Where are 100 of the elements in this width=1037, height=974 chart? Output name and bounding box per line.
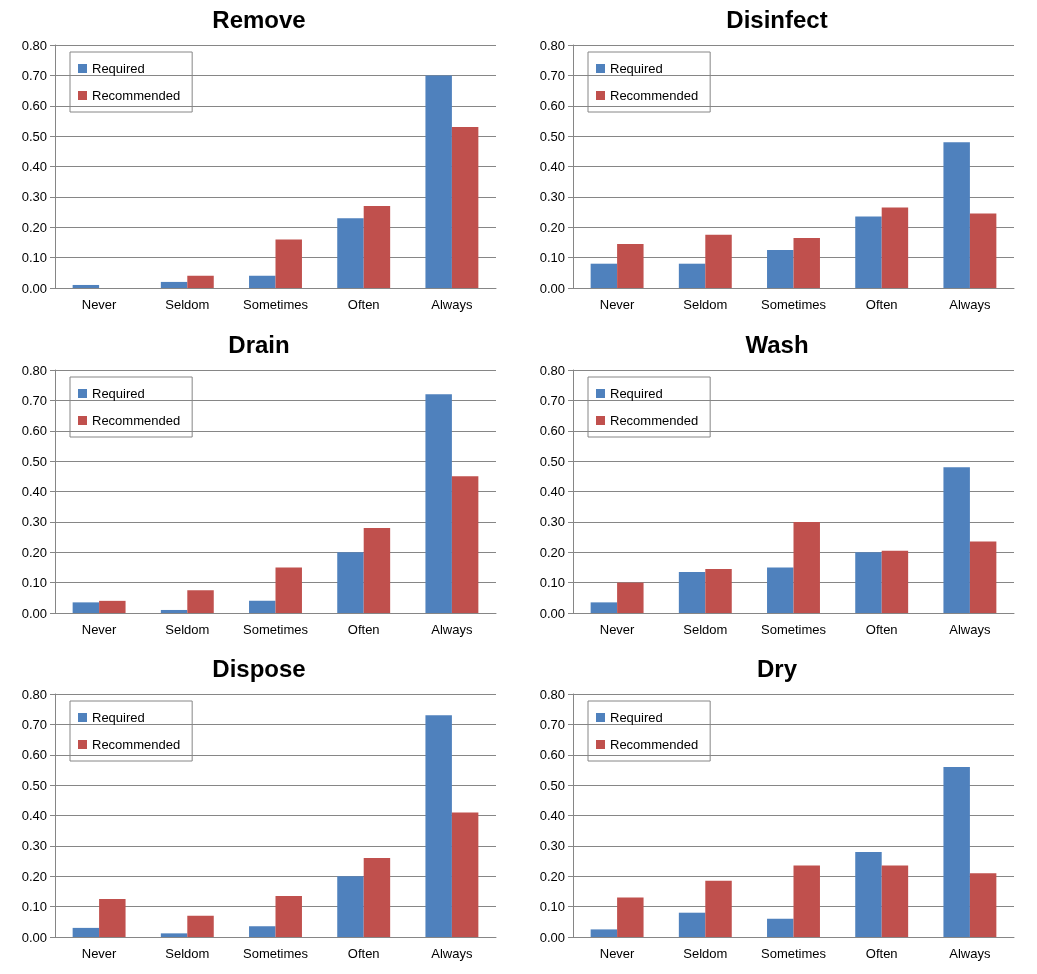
legend-label: Recommended bbox=[92, 737, 181, 753]
y-tick-label: 0.10 bbox=[21, 574, 47, 590]
x-tick-label: Sometimes bbox=[760, 297, 827, 312]
x-tick-label: Seldom bbox=[683, 946, 728, 962]
y-tick-label: 0.70 bbox=[21, 392, 47, 408]
x-tick-label: Always bbox=[949, 297, 991, 312]
y-tick-label: 0.40 bbox=[21, 483, 47, 499]
y-tick-label: 0.50 bbox=[539, 453, 565, 469]
x-tick-label: Always bbox=[431, 621, 473, 637]
x-tick-label: Often bbox=[865, 946, 898, 962]
bar bbox=[187, 589, 214, 613]
x-tick-label: Never bbox=[599, 621, 636, 637]
y-tick-label: 0.30 bbox=[539, 189, 565, 205]
y-tick-label: 0.00 bbox=[539, 605, 565, 621]
y-tick-label: 0.60 bbox=[539, 422, 565, 438]
chart-title: Remove bbox=[212, 5, 306, 33]
legend-label: Recommended bbox=[92, 88, 181, 103]
bar bbox=[590, 602, 618, 613]
y-tick-label: 0.50 bbox=[539, 777, 565, 793]
bar bbox=[855, 852, 882, 938]
x-tick-label: Sometimes bbox=[242, 621, 309, 637]
y-tick-label: 0.50 bbox=[21, 453, 47, 469]
bar bbox=[425, 393, 452, 613]
y-tick-label: 0.00 bbox=[539, 280, 565, 296]
bar bbox=[943, 767, 970, 938]
y-tick-label: 0.00 bbox=[21, 605, 47, 621]
bar bbox=[617, 243, 644, 288]
bar bbox=[187, 275, 214, 288]
y-tick-label: 0.50 bbox=[21, 128, 47, 144]
y-tick-label: 0.80 bbox=[21, 362, 47, 378]
bar bbox=[275, 567, 302, 613]
bar bbox=[275, 896, 302, 938]
y-tick-label: 0.60 bbox=[539, 98, 565, 114]
y-tick-label: 0.00 bbox=[539, 929, 565, 945]
x-tick-label: Sometimes bbox=[242, 946, 309, 962]
y-tick-label: 0.30 bbox=[539, 838, 565, 854]
y-tick-label: 0.10 bbox=[539, 250, 565, 266]
bar bbox=[678, 571, 706, 613]
bar bbox=[617, 582, 644, 613]
bar bbox=[855, 216, 882, 288]
y-tick-label: 0.60 bbox=[21, 747, 47, 763]
y-tick-label: 0.80 bbox=[21, 686, 47, 702]
bar bbox=[72, 602, 100, 613]
chart-title: Drain bbox=[228, 330, 290, 358]
x-tick-label: Often bbox=[865, 621, 898, 637]
y-tick-label: 0.40 bbox=[539, 808, 565, 824]
bar bbox=[337, 218, 364, 288]
x-tick-label: Often bbox=[865, 297, 898, 312]
y-tick-label: 0.60 bbox=[21, 422, 47, 438]
chart-title: Dispose bbox=[212, 654, 306, 682]
legend-label: Required bbox=[610, 61, 663, 76]
bar bbox=[249, 275, 276, 288]
bar bbox=[969, 213, 997, 288]
x-tick-label: Seldom bbox=[683, 621, 728, 637]
bar bbox=[590, 263, 618, 288]
bar bbox=[160, 281, 188, 288]
bar bbox=[881, 550, 909, 613]
bar bbox=[705, 568, 732, 613]
bar bbox=[705, 234, 732, 288]
bar bbox=[705, 881, 732, 938]
y-tick-label: 0.30 bbox=[21, 514, 47, 530]
y-tick-label: 0.70 bbox=[21, 67, 47, 83]
y-tick-label: 0.40 bbox=[539, 159, 565, 174]
x-tick-label: Sometimes bbox=[760, 621, 827, 637]
bar bbox=[881, 207, 909, 288]
bar bbox=[943, 466, 970, 613]
bar bbox=[160, 609, 188, 613]
bar bbox=[249, 926, 276, 938]
chart-title: Wash bbox=[745, 330, 809, 358]
y-tick-label: 0.80 bbox=[539, 362, 565, 378]
bar bbox=[617, 897, 644, 938]
y-tick-label: 0.80 bbox=[539, 37, 565, 53]
bar bbox=[275, 239, 302, 288]
chart-title: Disinfect bbox=[726, 5, 828, 33]
legend-label: Recommended bbox=[610, 88, 699, 103]
y-tick-label: 0.10 bbox=[21, 899, 47, 915]
y-tick-label: 0.70 bbox=[539, 67, 565, 83]
y-tick-label: 0.30 bbox=[21, 838, 47, 854]
y-tick-label: 0.40 bbox=[21, 808, 47, 824]
y-tick-label: 0.20 bbox=[21, 869, 47, 885]
bar bbox=[969, 541, 997, 613]
y-tick-label: 0.00 bbox=[21, 929, 47, 945]
bar bbox=[678, 263, 706, 288]
y-tick-label: 0.70 bbox=[539, 717, 565, 733]
x-tick-label: Seldom bbox=[683, 297, 728, 312]
x-tick-label: Sometimes bbox=[760, 946, 827, 962]
y-tick-label: 0.50 bbox=[539, 128, 565, 144]
y-tick-label: 0.10 bbox=[539, 574, 565, 590]
x-tick-label: Often bbox=[347, 946, 380, 962]
y-tick-label: 0.80 bbox=[539, 686, 565, 702]
y-tick-label: 0.20 bbox=[539, 219, 565, 235]
bar bbox=[451, 127, 479, 288]
y-tick-label: 0.60 bbox=[21, 98, 47, 114]
bar bbox=[249, 600, 276, 613]
x-tick-label: Seldom bbox=[165, 621, 210, 637]
x-tick-label: Never bbox=[599, 946, 636, 962]
bar bbox=[337, 551, 364, 613]
bar bbox=[72, 284, 100, 288]
legend-label: Required bbox=[92, 710, 145, 726]
bar bbox=[793, 521, 820, 613]
